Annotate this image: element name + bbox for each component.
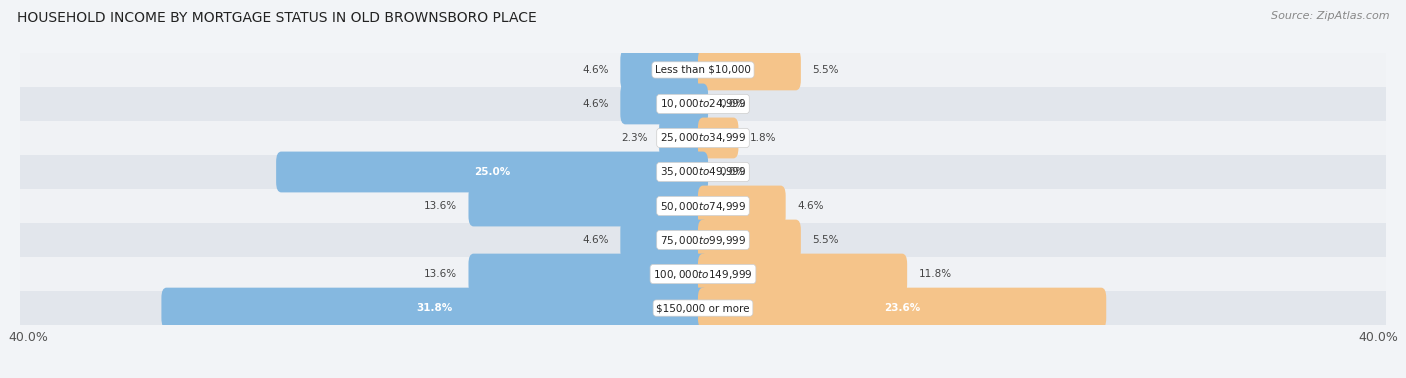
Text: 4.6%: 4.6% bbox=[582, 235, 609, 245]
Text: Less than $10,000: Less than $10,000 bbox=[655, 65, 751, 75]
Text: 5.5%: 5.5% bbox=[813, 235, 839, 245]
Text: $100,000 to $149,999: $100,000 to $149,999 bbox=[654, 268, 752, 280]
Text: 2.3%: 2.3% bbox=[621, 133, 647, 143]
Text: $25,000 to $34,999: $25,000 to $34,999 bbox=[659, 132, 747, 144]
FancyBboxPatch shape bbox=[20, 53, 1386, 87]
Text: 1.8%: 1.8% bbox=[751, 133, 776, 143]
FancyBboxPatch shape bbox=[697, 220, 801, 260]
Text: 13.6%: 13.6% bbox=[423, 269, 457, 279]
Text: 0.0%: 0.0% bbox=[720, 99, 747, 109]
FancyBboxPatch shape bbox=[697, 288, 1107, 328]
FancyBboxPatch shape bbox=[620, 220, 709, 260]
Text: 31.8%: 31.8% bbox=[416, 303, 453, 313]
FancyBboxPatch shape bbox=[162, 288, 709, 328]
Text: 4.6%: 4.6% bbox=[582, 65, 609, 75]
FancyBboxPatch shape bbox=[659, 118, 709, 158]
Text: $75,000 to $99,999: $75,000 to $99,999 bbox=[659, 234, 747, 246]
FancyBboxPatch shape bbox=[620, 50, 709, 90]
Text: 0.0%: 0.0% bbox=[720, 167, 747, 177]
Text: Source: ZipAtlas.com: Source: ZipAtlas.com bbox=[1271, 11, 1389, 21]
Text: 25.0%: 25.0% bbox=[474, 167, 510, 177]
Text: HOUSEHOLD INCOME BY MORTGAGE STATUS IN OLD BROWNSBORO PLACE: HOUSEHOLD INCOME BY MORTGAGE STATUS IN O… bbox=[17, 11, 537, 25]
Text: $35,000 to $49,999: $35,000 to $49,999 bbox=[659, 166, 747, 178]
FancyBboxPatch shape bbox=[20, 223, 1386, 257]
FancyBboxPatch shape bbox=[697, 50, 801, 90]
FancyBboxPatch shape bbox=[468, 186, 709, 226]
FancyBboxPatch shape bbox=[20, 257, 1386, 291]
Text: $50,000 to $74,999: $50,000 to $74,999 bbox=[659, 200, 747, 212]
Text: 23.6%: 23.6% bbox=[884, 303, 920, 313]
FancyBboxPatch shape bbox=[620, 84, 709, 124]
Text: $150,000 or more: $150,000 or more bbox=[657, 303, 749, 313]
FancyBboxPatch shape bbox=[697, 254, 907, 294]
Text: 5.5%: 5.5% bbox=[813, 65, 839, 75]
Text: 4.6%: 4.6% bbox=[797, 201, 824, 211]
Text: 11.8%: 11.8% bbox=[920, 269, 952, 279]
FancyBboxPatch shape bbox=[20, 291, 1386, 325]
FancyBboxPatch shape bbox=[20, 121, 1386, 155]
FancyBboxPatch shape bbox=[468, 254, 709, 294]
FancyBboxPatch shape bbox=[20, 87, 1386, 121]
FancyBboxPatch shape bbox=[20, 189, 1386, 223]
Text: 13.6%: 13.6% bbox=[423, 201, 457, 211]
Text: $10,000 to $24,999: $10,000 to $24,999 bbox=[659, 98, 747, 110]
FancyBboxPatch shape bbox=[697, 118, 738, 158]
FancyBboxPatch shape bbox=[20, 155, 1386, 189]
FancyBboxPatch shape bbox=[697, 186, 786, 226]
FancyBboxPatch shape bbox=[276, 152, 709, 192]
Text: 4.6%: 4.6% bbox=[582, 99, 609, 109]
